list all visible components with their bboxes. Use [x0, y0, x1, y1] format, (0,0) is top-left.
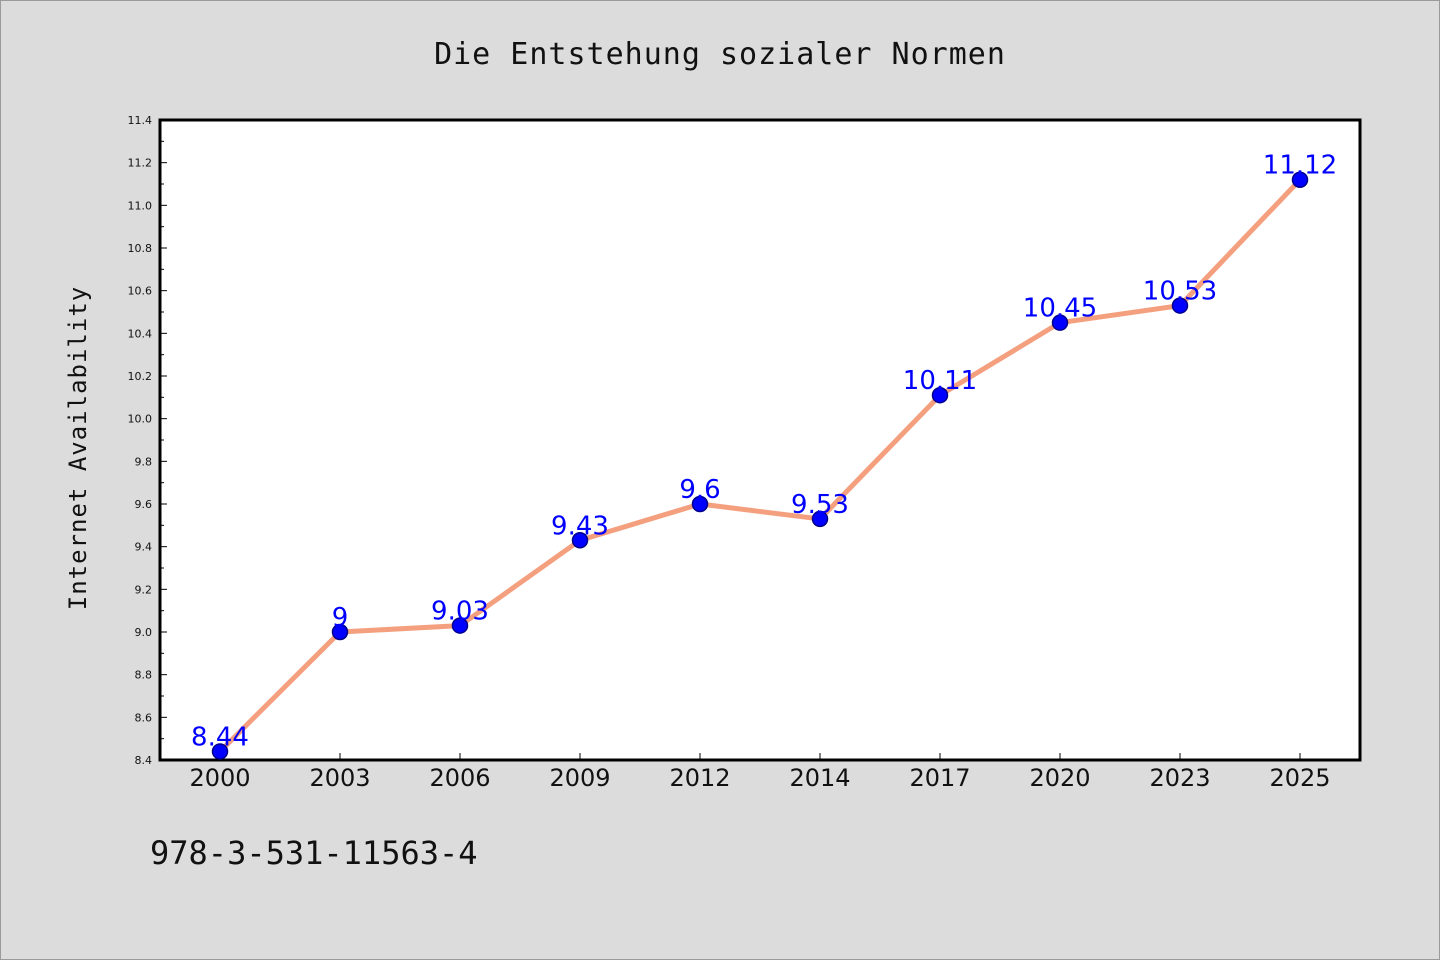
data-point [1291, 171, 1309, 188]
data-point [1051, 314, 1069, 331]
y-tick-label: 10.8 [128, 242, 153, 255]
series-line [217, 177, 1303, 754]
data-label: 11.12 [1263, 151, 1337, 181]
x-tick-label: 2000 [189, 764, 250, 792]
x-tick-label: 2025 [1269, 764, 1330, 792]
data-point [211, 743, 229, 760]
y-tick-label: 9.2 [135, 583, 153, 596]
chart-title: Die Entstehung sozialer Normen [434, 37, 1006, 72]
y-tick-label: 11.2 [128, 157, 153, 170]
data-label: 9.03 [431, 597, 489, 627]
y-tick-label: 11.0 [128, 199, 153, 212]
y-tick-label: 10.4 [128, 327, 153, 340]
data-label: 9.43 [551, 511, 609, 541]
data-point [451, 617, 469, 634]
data-label: 10.53 [1143, 277, 1217, 307]
x-tick-label: 2012 [669, 764, 730, 792]
x-tick-label: 2003 [309, 764, 370, 792]
series-layer [211, 171, 1309, 760]
y-tick-label: 10.2 [128, 370, 153, 383]
data-label: 9.53 [791, 490, 849, 520]
isbn-text: 978-3-531-11563-4 [150, 834, 478, 872]
x-tick-label: 2014 [789, 764, 850, 792]
x-axis-ticks: 2000 2003 2006 2009 2012 2014 2017 2020 2023 2025 [189, 753, 1331, 792]
y-axis-ticks: 8.4 8.6 8.8 9.0 9.2 9.4 9.6 9.8 10.0 10.2 10.4 10.6… [128, 114, 167, 767]
y-tick-label: 9.4 [135, 541, 153, 554]
y-tick-label: 11.4 [128, 114, 153, 127]
x-tick-label: 2020 [1029, 764, 1090, 792]
y-tick-label: 8.4 [135, 754, 153, 767]
data-point [571, 532, 589, 549]
data-label: 10.11 [903, 366, 977, 396]
data-point [1171, 297, 1189, 314]
y-axis-label: Internet Availability [64, 286, 92, 610]
plot-area [158, 118, 1362, 762]
y-tick-label: 9.6 [135, 498, 153, 511]
x-tick-label: 2017 [909, 764, 970, 792]
y-tick-label: 9.0 [135, 626, 153, 639]
data-label: 9 [332, 603, 349, 633]
y-tick-label: 8.6 [135, 711, 153, 724]
x-tick-label: 2009 [549, 764, 610, 792]
data-labels: 8.44 9 9.03 9.43 9.6 9.53 10.11 10.45 10.53 11.12 [191, 151, 1337, 753]
data-point [811, 510, 829, 528]
data-label: 10.45 [1023, 294, 1097, 324]
x-tick-label: 2006 [429, 764, 490, 792]
x-tick-label: 2023 [1149, 764, 1210, 792]
y-tick-label: 9.8 [135, 455, 153, 468]
data-point [691, 495, 709, 513]
data-label: 8.44 [191, 722, 249, 752]
y-tick-label: 8.8 [135, 669, 153, 682]
y-tick-label: 10.6 [128, 285, 153, 298]
data-point [331, 623, 349, 641]
data-label: 9.6 [679, 475, 720, 505]
data-point [931, 386, 949, 404]
y-tick-label: 10.0 [128, 413, 153, 426]
